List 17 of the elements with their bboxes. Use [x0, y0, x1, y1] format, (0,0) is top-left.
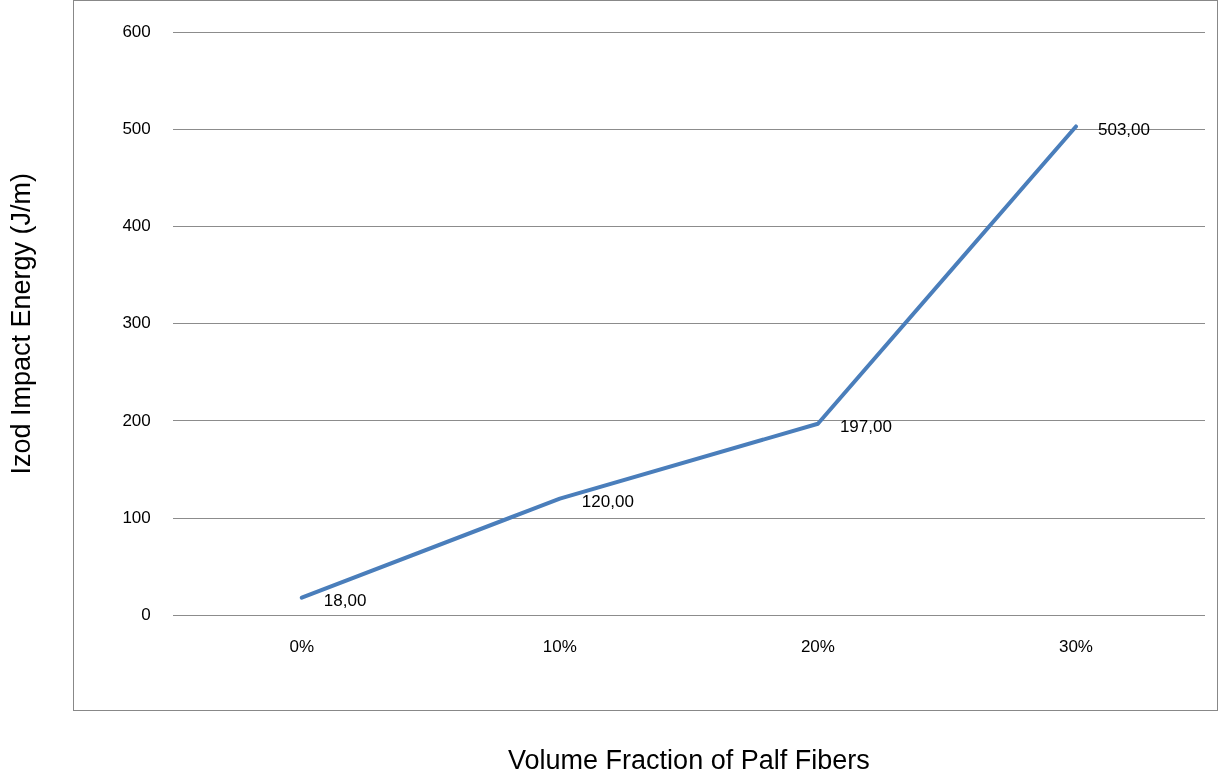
- y-tick-label: 600: [122, 21, 151, 41]
- y-tick-label: 200: [122, 410, 151, 430]
- data-label: 197,00: [839, 417, 892, 437]
- y-tick-label: 500: [122, 119, 151, 139]
- y-tick-label: 400: [122, 216, 151, 236]
- x-tick-label: 0%: [289, 637, 315, 657]
- x-tick-label: 30%: [1058, 637, 1093, 657]
- x-tick-label: 20%: [800, 637, 835, 657]
- y-tick-label: 100: [122, 507, 151, 527]
- x-axis-title: Volume Fraction of Palf Fibers: [508, 745, 870, 776]
- data-label: 120,00: [581, 492, 634, 512]
- data-label: 18,00: [323, 591, 367, 611]
- x-tick-label: 10%: [542, 637, 577, 657]
- y-axis-title: Izod Impact Energy (J/m): [5, 172, 36, 475]
- y-tick-label: 0: [141, 604, 151, 624]
- y-tick-label: 300: [122, 313, 151, 333]
- data-label: 503,00: [1097, 120, 1150, 140]
